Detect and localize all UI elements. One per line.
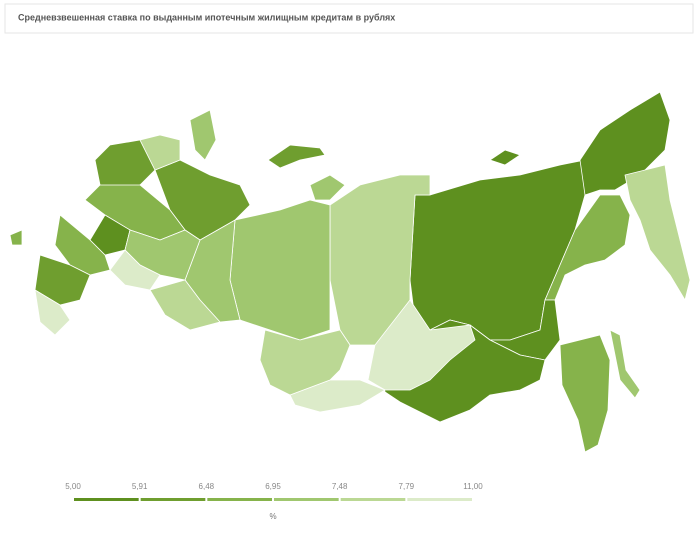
legend-bin	[407, 498, 472, 501]
region	[9, 229, 23, 246]
legend-unit: %	[269, 512, 276, 521]
legend: 5,00 5,91 6,48 6,95 7,48 7,79 11,00	[65, 482, 483, 501]
legend-bin	[207, 498, 272, 501]
legend-bin	[74, 498, 139, 501]
region	[367, 299, 476, 391]
legend-break-label: 6,95	[265, 482, 281, 491]
region	[309, 174, 346, 201]
legend-break-label: 5,00	[65, 482, 81, 491]
region	[259, 329, 351, 396]
region	[559, 334, 611, 453]
region	[409, 159, 591, 341]
region	[229, 199, 331, 341]
region	[54, 214, 111, 276]
region	[89, 214, 131, 256]
legend-bin	[340, 498, 406, 501]
region	[544, 194, 631, 301]
legend-break-label: 6,48	[199, 482, 215, 491]
region	[34, 289, 71, 336]
region	[579, 91, 671, 196]
region	[149, 279, 221, 331]
title-box	[4, 3, 694, 34]
legend-break-label: 11,00	[463, 482, 483, 491]
legend-bin	[140, 498, 206, 501]
legend-break-label: 7,48	[332, 482, 348, 491]
region	[267, 144, 326, 169]
region	[609, 329, 641, 399]
title: Средневзвешенная ставка по выданным ипот…	[18, 12, 395, 22]
region	[489, 149, 521, 166]
legend-break-label: 7,79	[399, 482, 415, 491]
legend-break-label: 5,91	[132, 482, 148, 491]
legend-bin	[274, 498, 339, 501]
region	[139, 134, 181, 171]
region-map	[9, 91, 691, 453]
region	[189, 109, 217, 161]
region	[624, 164, 691, 301]
region	[289, 379, 386, 413]
